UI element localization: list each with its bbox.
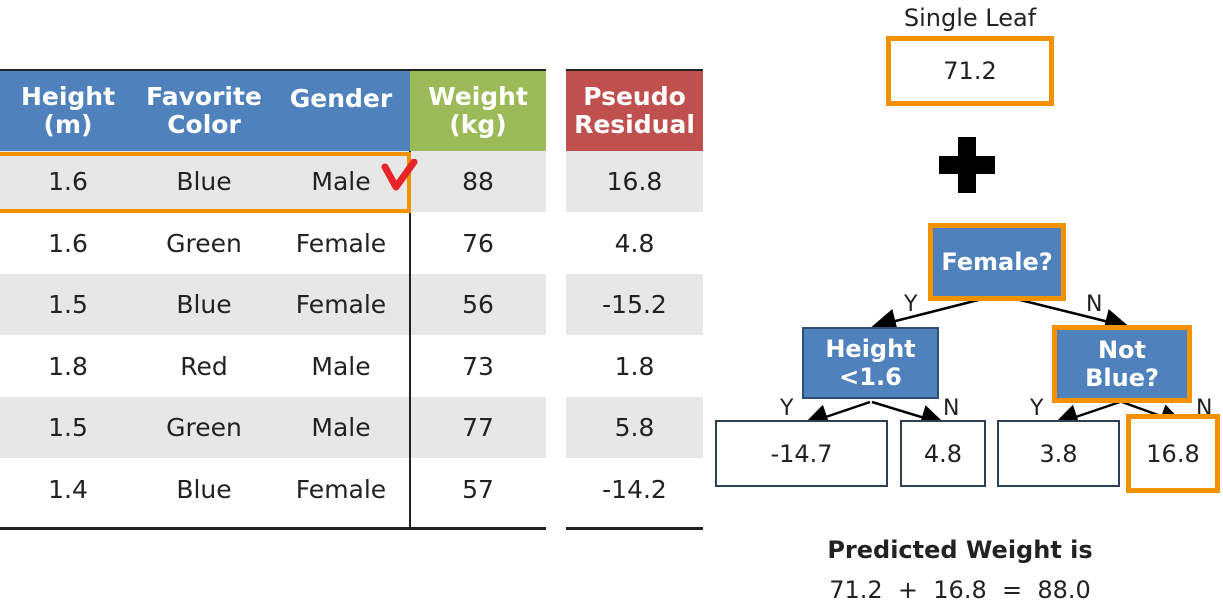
cell-weight: 73 — [462, 351, 494, 381]
cell-height: 1.5 — [48, 413, 88, 443]
single-leaf-box: 71.2 — [886, 36, 1054, 106]
tree-leaf-3: 3.8 — [997, 420, 1120, 487]
cell-gender: Male — [311, 167, 371, 197]
cell-weight: 77 — [462, 413, 494, 443]
tree-root-node: Female? — [928, 223, 1066, 301]
tree-leaf-2-value: 4.8 — [923, 439, 963, 468]
cell-gender: Female — [295, 290, 387, 320]
cell-pseudo-residual: 1.8 — [614, 351, 655, 381]
cell-favorite-color: Blue — [176, 474, 232, 504]
check-mark-icon — [381, 159, 418, 191]
header-height: Height (m) — [20, 82, 116, 139]
result-equation: 71.2 + 16.8 = 88.0 — [829, 576, 1091, 604]
table-bottom-rule-residual — [566, 527, 703, 530]
tree-leaf-1: -14.7 — [715, 420, 888, 487]
cell-favorite-color: Red — [180, 351, 228, 381]
cell-weight: 56 — [462, 290, 494, 320]
row-shade-residual — [566, 274, 703, 335]
tree-node-height: Height <1.6 — [802, 327, 939, 399]
cell-favorite-color: Green — [166, 413, 242, 443]
cell-gender: Male — [311, 351, 371, 381]
table-top-rule-weight — [410, 69, 546, 71]
header-pseudo-residual: Pseudo Residual — [566, 71, 703, 151]
header-group-features — [0, 71, 410, 151]
single-leaf-value: 71.2 — [943, 57, 997, 85]
cell-gender: Female — [295, 474, 387, 504]
tree-leaf-4-value: 16.8 — [1146, 439, 1200, 468]
tree-leaf-3-value: 3.8 — [1039, 439, 1078, 468]
cell-weight: 76 — [462, 228, 494, 258]
highlight-row-1 — [0, 152, 411, 213]
cell-gender: Male — [311, 413, 371, 443]
edge-label-root-yes: Y — [904, 292, 918, 317]
plus-icon — [939, 137, 995, 193]
header-gender: Gender — [289, 84, 393, 113]
row-shade — [0, 397, 546, 458]
cell-height: 1.6 — [48, 167, 88, 197]
table-vertical-divider — [409, 151, 411, 527]
cell-height: 1.6 — [48, 228, 88, 258]
cell-height: 1.4 — [48, 474, 88, 504]
cell-height: 1.8 — [48, 351, 88, 381]
row-shade — [0, 151, 546, 212]
header-favorite-color: Favorite Color — [146, 82, 262, 139]
cell-height: 1.5 — [48, 290, 88, 320]
cell-weight: 88 — [462, 167, 494, 197]
table-top-rule — [0, 69, 410, 71]
cell-favorite-color: Blue — [176, 167, 232, 197]
cell-pseudo-residual: 4.8 — [614, 228, 655, 258]
cell-pseudo-residual: 5.8 — [614, 413, 655, 443]
edge-label-notblue-yes: Y — [1030, 396, 1044, 421]
table-top-rule-residual — [566, 69, 703, 71]
result-title: Predicted Weight is — [827, 536, 1093, 564]
edge-label-height-no: N — [943, 396, 960, 421]
single-leaf-title: Single Leaf — [903, 4, 1037, 32]
row-shade-residual — [566, 397, 703, 458]
table-body: 1.6 Blue Male 88 16.8 1.6 Green Female 76 4.8 1.5 B… — [0, 151, 710, 520]
header-weight: Weight (kg) — [410, 71, 546, 151]
data-table: Height (m) Favorite Color Gender Weight … — [0, 69, 710, 530]
edge-label-height-yes: Y — [780, 396, 794, 421]
cell-pseudo-residual: -14.2 — [602, 474, 667, 504]
edge-label-root-no: N — [1086, 292, 1103, 317]
tree-leaf-1-value: -14.7 — [770, 439, 833, 468]
tree-leaf-4: 16.8 — [1126, 414, 1220, 493]
tree-leaf-2: 4.8 — [900, 420, 986, 487]
cell-pseudo-residual: -15.2 — [602, 290, 667, 320]
row-shade — [0, 274, 546, 335]
cell-gender: Female — [295, 228, 387, 258]
cell-favorite-color: Blue — [176, 290, 232, 320]
cell-favorite-color: Green — [166, 228, 242, 258]
cell-pseudo-residual: 16.8 — [606, 167, 663, 197]
table-bottom-rule — [0, 527, 546, 530]
tree-node-not-blue: Not Blue? — [1052, 325, 1192, 403]
row-shade-residual — [566, 151, 703, 212]
cell-weight: 57 — [462, 474, 494, 504]
